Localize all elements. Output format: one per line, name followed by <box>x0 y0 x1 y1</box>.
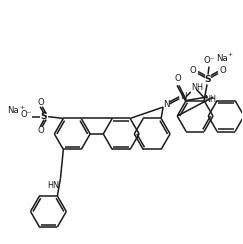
Text: O⁻: O⁻ <box>203 56 215 65</box>
Text: S: S <box>205 75 211 84</box>
Text: O: O <box>38 126 44 135</box>
Text: O: O <box>220 66 226 75</box>
Text: O: O <box>190 66 197 75</box>
Text: +: + <box>20 105 25 110</box>
Text: O⁻: O⁻ <box>21 110 32 119</box>
Text: N: N <box>163 100 169 109</box>
Text: NH: NH <box>192 83 204 92</box>
Text: +: + <box>227 52 232 57</box>
Text: O: O <box>175 74 181 83</box>
Text: Na: Na <box>216 54 228 63</box>
Text: HN: HN <box>47 181 59 190</box>
Text: S: S <box>41 112 47 121</box>
Text: O: O <box>38 98 44 107</box>
Text: NH: NH <box>204 95 217 104</box>
Text: N: N <box>180 92 186 101</box>
Text: Na: Na <box>8 106 19 115</box>
